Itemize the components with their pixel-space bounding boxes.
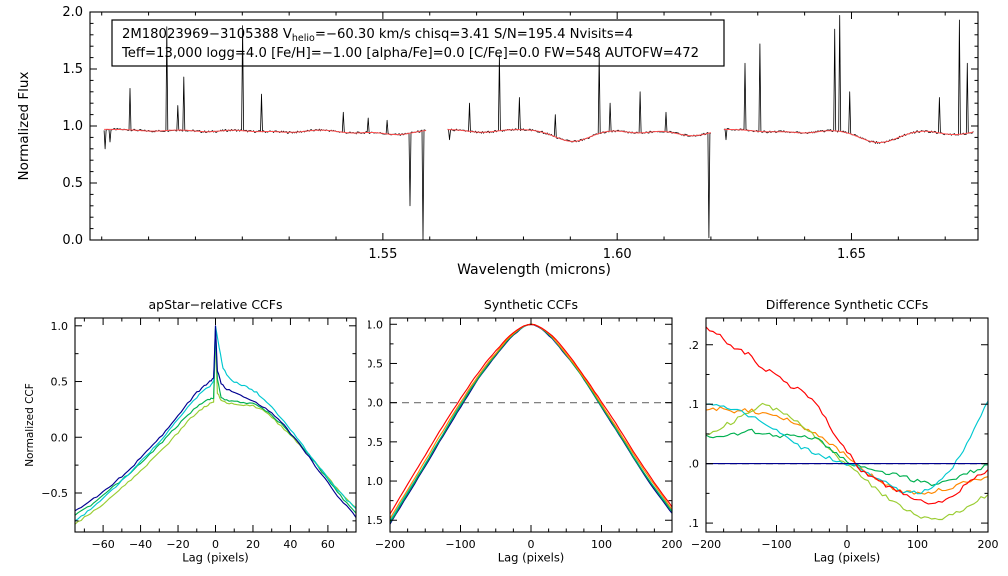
- svg-text:0.5: 0.5: [51, 376, 69, 389]
- svg-text:−0.1: −0.1: [688, 517, 699, 530]
- svg-text:−100: −100: [445, 538, 475, 551]
- svg-text:Lag (pixels): Lag (pixels): [182, 551, 249, 565]
- svg-text:1.55: 1.55: [368, 247, 397, 262]
- annotation-border: [111, 19, 725, 67]
- svg-text:−200: −200: [691, 538, 721, 551]
- svg-text:−40: −40: [129, 538, 152, 551]
- svg-text:2.0: 2.0: [62, 5, 83, 20]
- annotation-vhelio-subscript: helio: [292, 33, 315, 44]
- svg-text:−1.5: −1.5: [368, 514, 383, 527]
- svg-text:−0.5: −0.5: [41, 487, 68, 500]
- svg-text:Normalized Flux: Normalized Flux: [16, 72, 32, 181]
- svg-text:Normalized CCF: Normalized CCF: [24, 383, 36, 467]
- apstar-ccf-panel: −60 −40 −20 0 20 40 60 −0.5 0.0 0.5 1.0 apStar−rela…: [24, 297, 357, 565]
- svg-text:1.65: 1.65: [837, 247, 866, 262]
- spectrum-annotation: 2M18023969−3105388 Vhelio=−60.30 km/s ch…: [111, 19, 725, 67]
- spectrum-panel: 2M18023969−3105388 Vhelio=−60.30 km/s ch…: [16, 5, 979, 278]
- annotation-line1: 2M18023969−3105388 Vhelio=−60.30 km/s ch…: [122, 27, 633, 44]
- svg-text:0.0: 0.0: [688, 458, 699, 471]
- svg-text:100: 100: [907, 538, 928, 551]
- svg-text:Synthetic CCFs: Synthetic CCFs: [484, 297, 578, 312]
- svg-text:−1.0: −1.0: [368, 475, 383, 488]
- svg-text:Lag (pixels): Lag (pixels): [814, 551, 881, 565]
- svg-text:0.1: 0.1: [688, 398, 699, 411]
- synthetic-ccf-panel: −200 −100 0 100 200 −1.5 −1.0 −0.5 0.0 0.5 1.0 Synt…: [368, 297, 683, 565]
- svg-text:200: 200: [662, 538, 683, 551]
- svg-text:0: 0: [844, 538, 851, 551]
- svg-text:100: 100: [591, 538, 612, 551]
- svg-text:Difference Synthetic CCFs: Difference Synthetic CCFs: [766, 297, 929, 312]
- svg-text:Lag (pixels): Lag (pixels): [498, 551, 565, 565]
- svg-text:0.0: 0.0: [62, 233, 83, 248]
- svg-text:0.5: 0.5: [62, 176, 83, 191]
- svg-text:apStar−relative CCFs: apStar−relative CCFs: [149, 297, 283, 312]
- svg-text:0.5: 0.5: [368, 357, 383, 370]
- svg-text:20: 20: [246, 538, 260, 551]
- svg-text:−200: −200: [375, 538, 405, 551]
- annotation-line1-values: =−60.30 km/s chisq=3.41 S/N=195.4 Nvisit…: [315, 27, 633, 42]
- svg-text:Wavelength (microns): Wavelength (microns): [457, 262, 611, 278]
- svg-text:0.2: 0.2: [688, 339, 699, 352]
- svg-text:1.5: 1.5: [62, 62, 83, 77]
- svg-text:40: 40: [283, 538, 297, 551]
- svg-text:0: 0: [528, 538, 535, 551]
- svg-text:−20: −20: [166, 538, 189, 551]
- difference-ccf-panel: −200 −100 0 100 200 −0.1 0.0 0.1 0.2 Difference S…: [688, 297, 999, 565]
- svg-text:−0.5: −0.5: [368, 436, 383, 449]
- svg-text:1.60: 1.60: [603, 247, 632, 262]
- svg-text:1.0: 1.0: [62, 119, 83, 134]
- svg-text:−100: −100: [761, 538, 791, 551]
- svg-text:1.0: 1.0: [368, 318, 383, 331]
- svg-text:0.0: 0.0: [368, 397, 383, 410]
- svg-text:0.0: 0.0: [51, 431, 69, 444]
- annotation-star-id: 2M18023969−3105388 V: [122, 27, 292, 42]
- svg-text:200: 200: [978, 538, 999, 551]
- annotation-line2: Teff=13,000 logg=4.0 [Fe/H]=−1.00 [alpha…: [121, 46, 699, 61]
- svg-text:1.0: 1.0: [51, 320, 69, 333]
- svg-text:−60: −60: [91, 538, 114, 551]
- svg-text:60: 60: [321, 538, 335, 551]
- svg-text:0: 0: [212, 538, 219, 551]
